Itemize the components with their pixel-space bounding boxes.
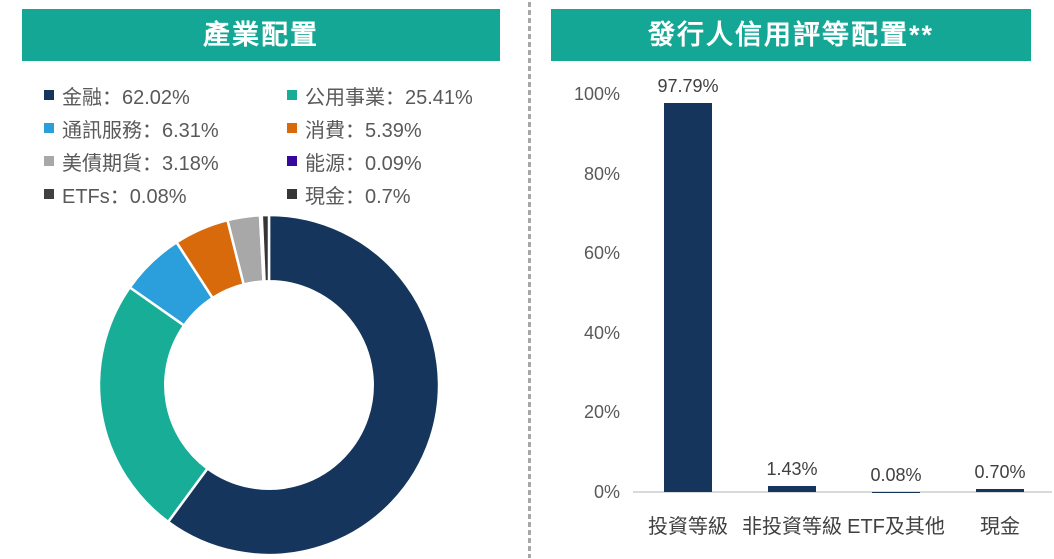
- legend-item-2: 通訊服務：6.31%: [44, 117, 287, 142]
- legend-swatch: [287, 90, 297, 100]
- legend-label: 通訊服務：6.31%: [62, 119, 219, 142]
- bar-category-label-0: 投資等級: [648, 516, 728, 538]
- y-axis-tick-60pct: 60%: [583, 243, 620, 264]
- credit-rating-header: 發行人信用評等配置**: [551, 9, 1031, 61]
- credit-rating-title: 發行人信用評等配置**: [647, 20, 934, 50]
- legend-label: 金融：62.02%: [62, 86, 190, 109]
- credit-rating-bar-chart: 100% 80% 60% 40% 20% 0% 97.79% 投資等級 1.43% 非投資等級 0.…: [540, 70, 1054, 559]
- legend-item-1: 公用事業：25.41%: [287, 84, 506, 109]
- legend-item-7: 現金：0.7%: [287, 183, 506, 208]
- donut-slice-7: [260, 213, 271, 283]
- legend-label: 能源：0.09%: [305, 152, 422, 175]
- bar-category-label-3: 現金: [980, 516, 1020, 538]
- donut-slice-1: [97, 285, 210, 524]
- bar-0: [664, 102, 712, 492]
- bar-value-label-1: 1.43%: [766, 459, 818, 480]
- legend-swatch: [44, 189, 54, 199]
- bar-1: [768, 486, 816, 492]
- bar-category-label-1: 非投資等級: [742, 516, 842, 538]
- legend-item-4: 美債期貨：3.18%: [44, 150, 287, 175]
- y-axis-tick-80pct: 80%: [583, 163, 620, 184]
- legend-item-0: 金融：62.02%: [44, 84, 287, 109]
- bar-category-label-2: ETF及其他: [847, 516, 945, 538]
- industry-donut-chart: [97, 213, 441, 557]
- legend-label: ETFs：0.08%: [62, 185, 187, 208]
- legend-swatch: [287, 189, 297, 199]
- legend-label: 消費：5.39%: [305, 119, 422, 142]
- industry-legend: 金融：62.02% 公用事業：25.41% 通訊服務：6.31% 消費：5.39% 美債…: [44, 84, 506, 208]
- bar-value-label-2: 0.08%: [870, 464, 922, 485]
- legend-swatch: [44, 90, 54, 100]
- x-axis-line: [633, 491, 1052, 493]
- legend-label: 美債期貨：3.18%: [62, 152, 219, 175]
- bar-value-label-3: 0.70%: [974, 462, 1026, 483]
- y-axis-tick-20pct: 20%: [583, 402, 620, 423]
- panel-divider: [528, 2, 531, 558]
- legend-label: 現金：0.7%: [305, 185, 411, 208]
- legend-item-3: 消費：5.39%: [287, 117, 506, 142]
- bar-3: [976, 489, 1024, 492]
- legend-item-6: ETFs：0.08%: [44, 183, 287, 208]
- donut-slice-0: [166, 213, 441, 557]
- legend-item-5: 能源：0.09%: [287, 150, 506, 175]
- y-axis-tick-40pct: 40%: [583, 322, 620, 343]
- legend-swatch: [287, 123, 297, 133]
- bar-value-label-0: 97.79%: [657, 75, 719, 96]
- y-axis-tick-0pct: 0%: [593, 482, 620, 502]
- legend-swatch: [287, 156, 297, 166]
- legend-label: 公用事業：25.41%: [305, 86, 473, 109]
- legend-swatch: [44, 156, 54, 166]
- industry-allocation-title: 產業配置: [203, 20, 319, 50]
- legend-swatch: [44, 123, 54, 133]
- y-axis-tick-100pct: 100%: [573, 84, 620, 104]
- industry-allocation-header: 產業配置: [22, 9, 500, 61]
